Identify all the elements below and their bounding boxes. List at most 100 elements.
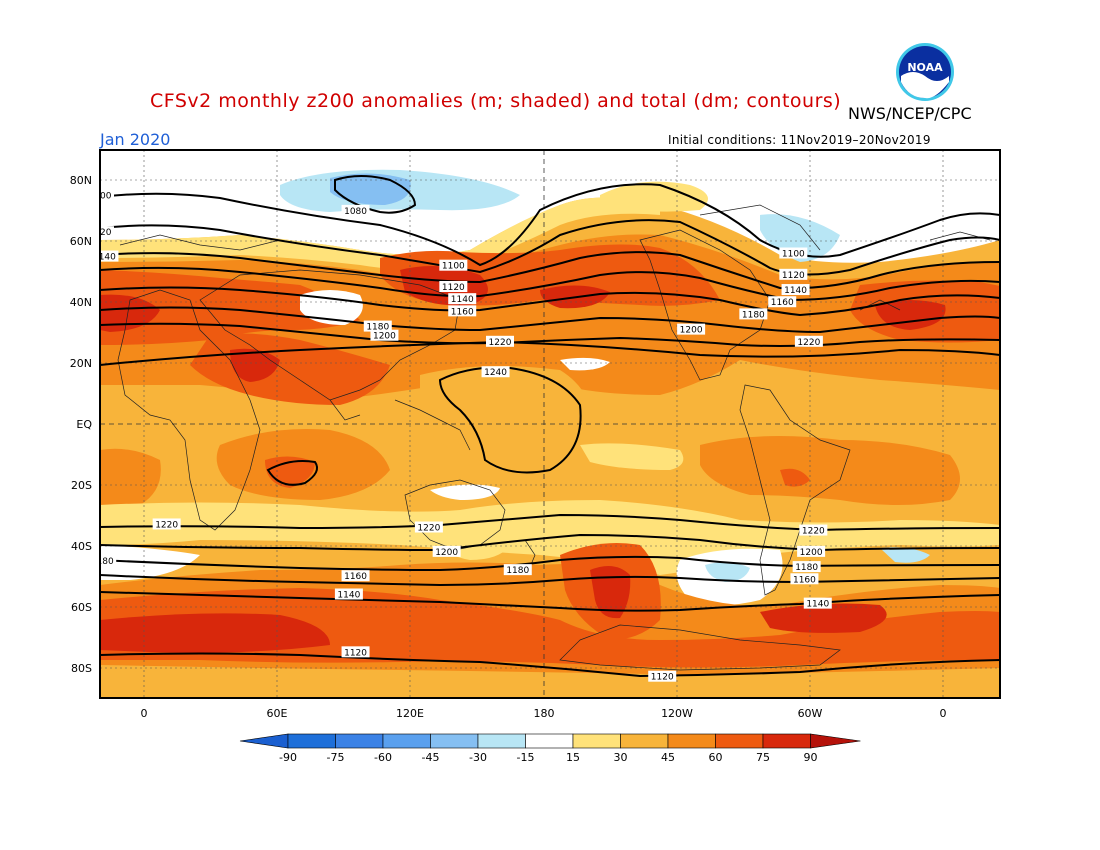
svg-text:1140: 1140 — [337, 590, 360, 600]
colorbar-swatch — [572, 733, 621, 749]
svg-text:1180: 1180 — [795, 563, 818, 573]
colorbar: -90 -75 -60 -45 -30 -15 15 30 45 60 75 90 — [239, 733, 861, 764]
colorbar-label: 15 — [566, 751, 580, 764]
svg-text:1240: 1240 — [484, 368, 507, 378]
lon-label-180: 180 — [534, 707, 555, 720]
colorbar-label: -90 — [279, 751, 297, 764]
lon-label-60w: 60W — [798, 707, 823, 720]
contour-label: 1100 — [100, 189, 114, 202]
svg-text:1220: 1220 — [489, 338, 512, 348]
colorbar-swatch — [620, 733, 669, 749]
contour-label: 1080 — [341, 204, 370, 217]
colorbar-label: -60 — [374, 751, 392, 764]
contour-label: 1220 — [152, 518, 181, 530]
contour-label: 1140 — [781, 284, 810, 296]
svg-text:1100: 1100 — [442, 262, 465, 272]
svg-text:1120: 1120 — [344, 648, 367, 658]
noaa-logo-text: NOAA — [907, 61, 943, 74]
contour-label: 1240 — [481, 366, 510, 378]
colorbar-swatch — [477, 733, 526, 749]
svg-text:1100: 1100 — [782, 250, 805, 260]
contour-labels: 1100112011401160801220108011001120114011… — [70, 189, 832, 683]
svg-text:1140: 1140 — [784, 286, 807, 296]
svg-text:1220: 1220 — [417, 524, 440, 534]
colorbar-high-extension — [810, 733, 861, 749]
colorbar-swatch — [335, 733, 384, 749]
contour-label: 1180 — [739, 308, 768, 320]
forecast-month: Jan 2020 — [100, 130, 171, 149]
colorbar-swatch — [430, 733, 479, 749]
contour-label: 1140 — [93, 250, 119, 263]
contour-label: 1180 — [503, 564, 532, 576]
colorbar-swatch — [762, 733, 811, 749]
lat-label-80s: 80S — [71, 662, 92, 675]
noaa-logo-icon: NOAA — [896, 43, 954, 101]
colorbar-label: 30 — [614, 751, 628, 764]
agency-label: NWS/NCEP/CPC — [848, 104, 972, 123]
svg-text:1120: 1120 — [651, 673, 674, 683]
colorbar-label: 90 — [804, 751, 818, 764]
contour-label: 1120 — [100, 226, 114, 238]
contour-label: 1180 — [792, 561, 821, 573]
colorbar-label: -15 — [517, 751, 535, 764]
colorbar-swatch — [667, 733, 716, 749]
map-canvas: 1100112011401160801220108011001120114011… — [70, 150, 1000, 698]
longitude-axis: 0 60E 120E 180 120W 60W 0 — [141, 707, 947, 720]
colorbar-swatch — [715, 733, 764, 749]
svg-text:1140: 1140 — [451, 295, 474, 305]
contour-label: 1100 — [439, 259, 468, 272]
lon-label-120w: 120W — [661, 707, 693, 720]
lat-label-20n: 20N — [70, 357, 92, 370]
svg-text:1160: 1160 — [793, 575, 816, 585]
svg-text:1140: 1140 — [93, 253, 116, 263]
colorbar-swatch — [525, 733, 574, 749]
svg-text:1120: 1120 — [442, 283, 465, 293]
svg-text:1180: 1180 — [742, 310, 765, 320]
svg-text:1200: 1200 — [373, 332, 396, 342]
contour-label: 1220 — [486, 335, 514, 348]
contour-label: 1180 — [91, 555, 117, 567]
lat-label-eq: EQ — [76, 418, 92, 431]
lon-label-120e: 120E — [396, 707, 424, 720]
lon-label-60e: 60E — [267, 707, 288, 720]
contour-label: 1120 — [648, 670, 677, 683]
lat-label-60s: 60S — [71, 601, 92, 614]
contour-label: 1160 — [448, 305, 477, 317]
latitude-axis: 80N 60N 40N 20N EQ 20S 40S 60S 80S — [70, 174, 93, 675]
lat-label-40s: 40S — [71, 540, 92, 553]
lat-label-20s: 20S — [71, 479, 92, 492]
initial-conditions: Initial conditions: 11Nov2019–20Nov2019 — [668, 133, 931, 147]
contour-label: 1160 — [341, 570, 370, 582]
lat-label-60n: 60N — [70, 235, 92, 248]
contour-label: 1100 — [779, 247, 808, 260]
contour-label: 1220 — [414, 521, 443, 534]
contour-label: 1200 — [370, 329, 399, 342]
svg-text:1080: 1080 — [344, 207, 367, 217]
svg-text:1220: 1220 — [797, 338, 820, 348]
contour-label: 1140 — [334, 588, 363, 600]
map-title: CFSv2 monthly z200 anomalies (m; shaded)… — [150, 90, 842, 112]
colorbar-swatch — [287, 733, 336, 749]
map-frame — [99, 149, 1001, 699]
svg-text:1220: 1220 — [802, 527, 825, 537]
svg-text:1160: 1160 — [771, 298, 794, 308]
svg-text:1180: 1180 — [506, 566, 529, 576]
lat-label-80n: 80N — [70, 174, 92, 187]
colorbar-label: -75 — [327, 751, 345, 764]
svg-text:1180: 1180 — [366, 323, 389, 333]
contour-label: 1120 — [341, 646, 370, 658]
coastlines — [117, 204, 991, 671]
contour-label: 1160 — [70, 272, 98, 284]
contour-label: 1140 — [448, 293, 477, 305]
svg-text:1160: 1160 — [344, 572, 367, 582]
contour-label: 1160 — [768, 296, 797, 308]
svg-text:1220: 1220 — [155, 520, 178, 530]
colorbar-swatch — [382, 733, 431, 749]
lat-label-40n: 40N — [70, 296, 92, 309]
svg-text:1180: 1180 — [91, 557, 114, 567]
colorbar-label: 45 — [661, 751, 675, 764]
svg-text:1200: 1200 — [680, 326, 703, 336]
svg-text:1200: 1200 — [800, 548, 823, 558]
colorbar-low-extension — [239, 733, 289, 749]
